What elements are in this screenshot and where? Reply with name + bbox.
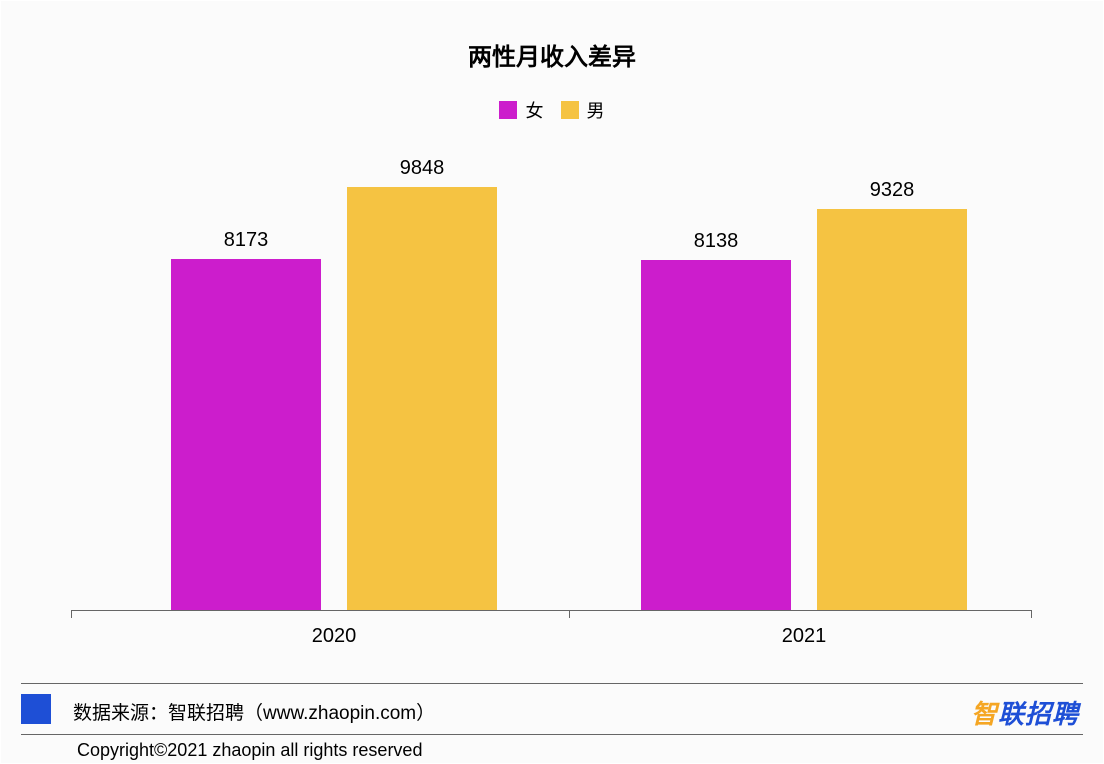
footer-bar: 数据来源：智联招聘（www.zhaopin.com） 智联招聘 <box>21 683 1083 735</box>
plot-area: 8173984881389328 20202021 <box>71 181 1031 611</box>
legend-item-female: 女 <box>499 97 543 123</box>
bar-label-2021-男: 9328 <box>870 179 915 202</box>
bar-label-2021-女: 8138 <box>694 230 739 253</box>
brand-part-2: 联招聘 <box>998 699 1079 729</box>
legend-label-male: 男 <box>587 97 605 123</box>
x-category-2020: 2020 <box>312 625 357 648</box>
legend-swatch-female <box>499 101 517 119</box>
bar-2020-男 <box>347 187 497 610</box>
plot: 8173984881389328 <box>71 181 1031 611</box>
copyright-text: Copyright©2021 zhaopin all rights reserv… <box>77 740 422 761</box>
brand-logo: 智联招聘 <box>971 694 1079 731</box>
chart-title: 两性月收入差异 <box>1 37 1103 72</box>
legend-swatch-male <box>561 101 579 119</box>
data-source-text: 数据来源：智联招聘（www.zhaopin.com） <box>73 698 435 725</box>
chart-page: 两性月收入差异 女 男 8173 9848 8138 9328 2020 2021 数据… <box>0 0 1104 764</box>
x-axis-tick-right <box>1031 610 1032 618</box>
x-axis-tick-left <box>71 610 72 618</box>
bar-2021-女 <box>641 260 791 610</box>
bar-2021-男 <box>817 209 967 610</box>
legend-item-male: 男 <box>561 97 605 123</box>
footer-swatch <box>21 694 51 724</box>
bar-2020-女 <box>171 259 321 610</box>
chart-legend: 女 男 <box>1 97 1103 124</box>
bar-label-2020-男: 9848 <box>400 157 445 180</box>
x-category-2021: 2021 <box>782 625 827 648</box>
brand-part-1: 智 <box>971 699 998 729</box>
legend-label-female: 女 <box>525 97 543 123</box>
bar-label-2020-女: 8173 <box>224 229 269 252</box>
x-axis-tick-mid <box>569 610 570 618</box>
